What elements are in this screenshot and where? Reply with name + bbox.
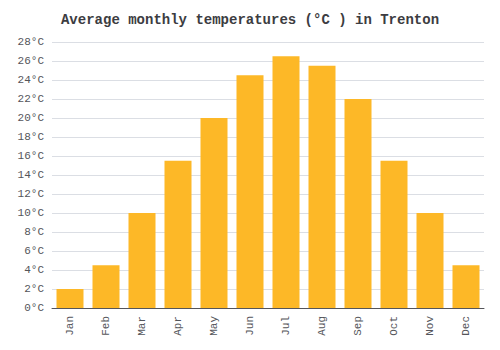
svg-text:Feb: Feb — [100, 316, 112, 336]
svg-text:6°C: 6°C — [24, 245, 44, 257]
svg-text:24°C: 24°C — [18, 74, 45, 86]
svg-text:4°C: 4°C — [24, 264, 44, 276]
svg-text:Oct: Oct — [388, 316, 400, 336]
svg-text:Jul: Jul — [280, 316, 292, 336]
svg-text:22°C: 22°C — [18, 93, 45, 105]
svg-text:28°C: 28°C — [18, 36, 45, 48]
svg-text:Dec: Dec — [460, 316, 472, 336]
svg-text:Jun: Jun — [244, 316, 256, 336]
svg-text:May: May — [208, 316, 220, 336]
svg-text:Mar: Mar — [136, 316, 148, 336]
svg-text:10°C: 10°C — [18, 207, 45, 219]
svg-text:Apr: Apr — [172, 316, 184, 336]
svg-text:8°C: 8°C — [24, 226, 44, 238]
svg-text:12°C: 12°C — [18, 188, 45, 200]
svg-text:16°C: 16°C — [18, 150, 45, 162]
svg-text:Average monthly temperatures (: Average monthly temperatures (°C ) in Tr… — [61, 12, 439, 28]
svg-text:Aug: Aug — [316, 316, 328, 336]
svg-text:Sep: Sep — [352, 316, 364, 336]
svg-text:18°C: 18°C — [18, 131, 45, 143]
svg-text:Jan: Jan — [64, 316, 76, 336]
svg-text:Nov: Nov — [424, 316, 436, 336]
svg-text:0°C: 0°C — [24, 302, 44, 314]
svg-text:20°C: 20°C — [18, 112, 45, 124]
svg-text:26°C: 26°C — [18, 55, 45, 67]
svg-text:2°C: 2°C — [24, 283, 44, 295]
svg-text:14°C: 14°C — [18, 169, 45, 181]
